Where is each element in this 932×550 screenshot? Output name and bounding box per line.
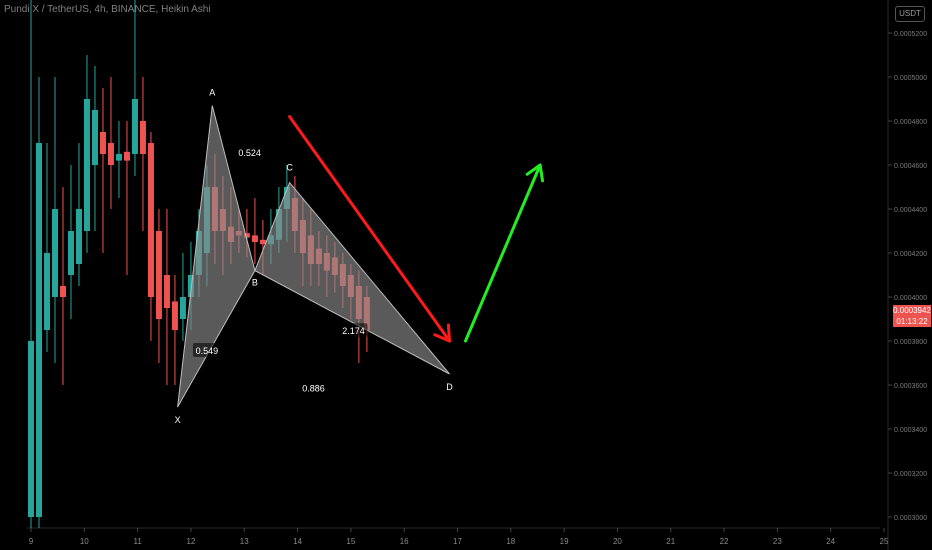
x-tick-label: 10 [80, 537, 89, 546]
x-tick-label: 17 [453, 537, 462, 546]
candle-body [107, 143, 114, 165]
x-tick-label: 18 [506, 537, 515, 546]
candle-body [123, 151, 130, 161]
x-tick-label: 14 [293, 537, 302, 546]
candle-body [147, 143, 154, 297]
candle-body [83, 99, 90, 231]
pattern-point-a: A [209, 88, 215, 98]
y-tick-label: 0.0003200 [894, 471, 927, 478]
bar-countdown: 01:13:22 [896, 317, 928, 326]
x-tick-label: 9 [29, 537, 34, 546]
y-tick-label: 0.0004800 [894, 119, 927, 126]
bullish-arrow-head [525, 163, 545, 183]
x-tick-label: 15 [346, 537, 355, 546]
pattern-point-c: C [286, 163, 293, 173]
candle-body [163, 275, 170, 308]
y-tick-label: 0.0003800 [894, 339, 927, 346]
x-tick-label: 16 [400, 537, 409, 546]
y-tick-label: 0.0004200 [894, 251, 927, 258]
ratio-label-bg [235, 145, 264, 159]
pattern-point-d: D [446, 382, 453, 392]
x-tick-label: 20 [613, 537, 622, 546]
candles [28, 0, 370, 528]
y-tick-label: 0.0003000 [894, 515, 927, 522]
candle-body [43, 253, 50, 330]
candle-body [259, 239, 266, 245]
y-tick-label: 0.0005200 [894, 31, 927, 38]
ratio-label-bg [339, 323, 368, 338]
y-tick-label: 0.0004400 [894, 207, 927, 214]
candle-body [243, 233, 250, 238]
candle-body [35, 143, 42, 517]
x-tick-label: 25 [880, 537, 889, 546]
ratio-label: 2.174 [342, 326, 365, 336]
candle-body [155, 231, 162, 319]
y-tick-label: 0.0004600 [894, 163, 927, 170]
x-tick-label: 11 [133, 537, 142, 546]
x-tick-label: 22 [720, 537, 729, 546]
candle-body [187, 275, 194, 297]
bearish-arrow [288, 115, 452, 343]
candle-body [51, 209, 58, 297]
candle-body [251, 235, 258, 242]
ratio-label-bg [299, 380, 328, 395]
pattern-bcd-triangle [254, 181, 450, 375]
bearish-arrow-head [433, 323, 452, 343]
ratio-label: 0.524 [238, 148, 261, 158]
ratio-label: 0.886 [302, 383, 325, 393]
currency-button[interactable]: USDT [895, 6, 925, 22]
pattern-point-b: B [252, 278, 258, 288]
candle-body [99, 132, 106, 154]
x-tick-label: 23 [773, 537, 782, 546]
candle-body [75, 209, 82, 264]
candle-body [171, 301, 178, 330]
ratio-label-bg [192, 343, 221, 357]
candle-body [179, 297, 186, 319]
candle-body [139, 121, 146, 154]
current-price-badge: 0.0003942 01:13:22 [893, 305, 931, 327]
chart-title: Pundi X / TetherUS, 4h, BINANCE, Heikin … [4, 4, 211, 15]
x-tick-label: 19 [560, 537, 569, 546]
candle-body [59, 286, 66, 297]
ratio-label: 0.549 [196, 346, 219, 356]
y-tick-label: 0.0003400 [894, 427, 927, 434]
pattern-xab-triangle [177, 105, 256, 408]
x-tick-label: 12 [186, 537, 195, 546]
candle-body [115, 154, 122, 161]
current-price: 0.0003942 [893, 306, 931, 315]
y-tick-label: 0.0003600 [894, 383, 927, 390]
x-tick-label: 13 [240, 537, 249, 546]
candle-body [28, 341, 34, 517]
candle-body [91, 110, 98, 165]
candle-body [67, 231, 74, 275]
x-tick-label: 21 [666, 537, 675, 546]
pattern-point-x: X [175, 415, 181, 425]
candle-body [131, 99, 138, 154]
y-tick-label: 0.0004000 [894, 295, 927, 302]
x-tick-label: 24 [826, 537, 835, 546]
y-tick-label: 0.0005000 [894, 75, 927, 82]
bullish-arrow [463, 163, 542, 343]
